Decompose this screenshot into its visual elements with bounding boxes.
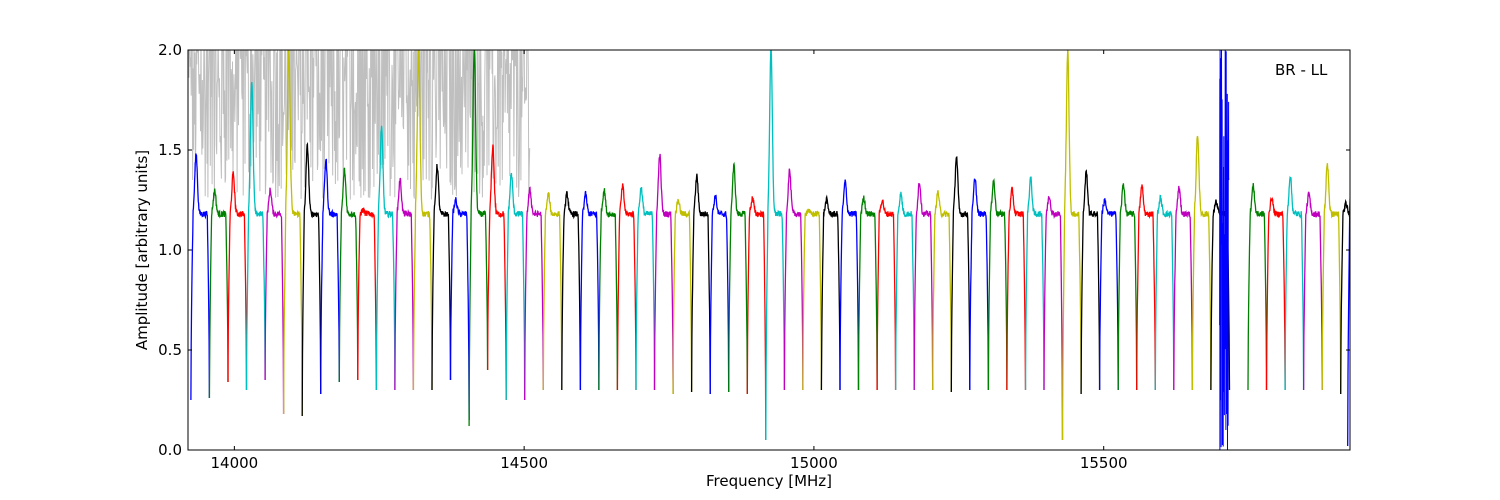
channel-line-38 (894, 191, 915, 391)
channel-line-35 (839, 179, 860, 391)
channel-line-43 (987, 177, 1008, 391)
channel-line-56 (1219, 50, 1230, 450)
channel-line-18 (524, 186, 544, 401)
y-tick-label: 1.5 (158, 141, 182, 159)
channel-line-33 (802, 208, 823, 391)
series-layer (188, 50, 1350, 450)
x-tick-label: 15000 (790, 454, 838, 472)
y-tick-label: 0.0 (158, 441, 182, 459)
channel-line-26 (672, 198, 693, 395)
channel-line-10 (375, 125, 396, 391)
channel-line-29 (728, 161, 748, 395)
channel-line-8 (338, 167, 359, 383)
channel-line-20 (561, 190, 582, 391)
x-tick-label: 14500 (500, 454, 548, 472)
channel-line-52 (1154, 194, 1175, 391)
channel-line-59 (1284, 175, 1305, 391)
channel-line-50 (1117, 183, 1138, 391)
channel-line-32 (783, 168, 804, 391)
channel-line-41 (950, 156, 971, 393)
channel-line-15 (468, 50, 489, 427)
channel-line-34 (820, 194, 841, 391)
channel-line-58 (1265, 196, 1286, 391)
channel-line-57 (1247, 183, 1268, 391)
channel-line-23 (616, 183, 637, 391)
channel-line-48 (1080, 169, 1101, 395)
channel-line-3 (245, 82, 266, 391)
y-tick-label: 2.0 (158, 41, 182, 59)
ticks-layer: 14000 14500 15000 15500 0.0 0.5 1.0 1.5 2.0 (158, 41, 1350, 472)
channel-line-61 (1321, 163, 1342, 395)
channel-line-11 (394, 177, 415, 391)
channel-line-49 (1098, 198, 1119, 391)
channel-line-13 (431, 163, 452, 391)
channel-line-16 (486, 144, 507, 401)
background-series-line (188, 50, 531, 200)
channel-line-53 (1173, 185, 1194, 391)
channel-line-9 (357, 207, 378, 391)
channel-line-17 (505, 172, 526, 401)
channel-line-30 (746, 196, 767, 441)
x-tick-label: 15500 (1080, 454, 1128, 472)
channel-line-5 (282, 50, 303, 417)
channel-line-19 (542, 192, 563, 391)
channel-line-2 (227, 171, 248, 391)
y-tick-label: 0.5 (158, 341, 182, 359)
channel-line-27 (690, 173, 711, 395)
channel-line-60 (1302, 191, 1323, 391)
x-axis-label: Frequency [MHz] (706, 472, 832, 490)
channel-line-46 (1043, 195, 1064, 441)
channel-line-40 (932, 190, 952, 393)
channel-line-22 (598, 188, 619, 391)
y-tick-label: 1.0 (158, 241, 182, 259)
channel-line-42 (969, 178, 990, 391)
x-tick-label: 14000 (211, 454, 259, 472)
channel-line-4 (264, 187, 285, 415)
channel-line-1 (208, 188, 229, 399)
channel-line-47 (1061, 50, 1082, 441)
channel-line-51 (1136, 184, 1156, 391)
channel-line-44 (1006, 186, 1027, 391)
channel-line-39 (913, 182, 934, 391)
channel-line-28 (709, 194, 730, 395)
channel-line-45 (1024, 176, 1045, 391)
channel-line-25 (653, 153, 674, 395)
channel-line-54 (1191, 135, 1212, 391)
channel-line-21 (579, 190, 600, 391)
channel-line-36 (857, 195, 878, 391)
channel-line-14 (449, 197, 470, 421)
baseline-annotation: BR - LL (1275, 61, 1328, 79)
channel-line-7 (320, 158, 340, 395)
channel-line-62 (1340, 198, 1350, 395)
channel-line-0 (190, 153, 211, 401)
channel-line-12 (412, 50, 433, 391)
channel-line-6 (301, 142, 322, 417)
channel-line-31 (765, 50, 786, 441)
y-axis-label: Amplitude [arbitrary units] (133, 150, 151, 350)
channel-line-24 (635, 187, 656, 391)
channel-line-37 (876, 199, 897, 391)
